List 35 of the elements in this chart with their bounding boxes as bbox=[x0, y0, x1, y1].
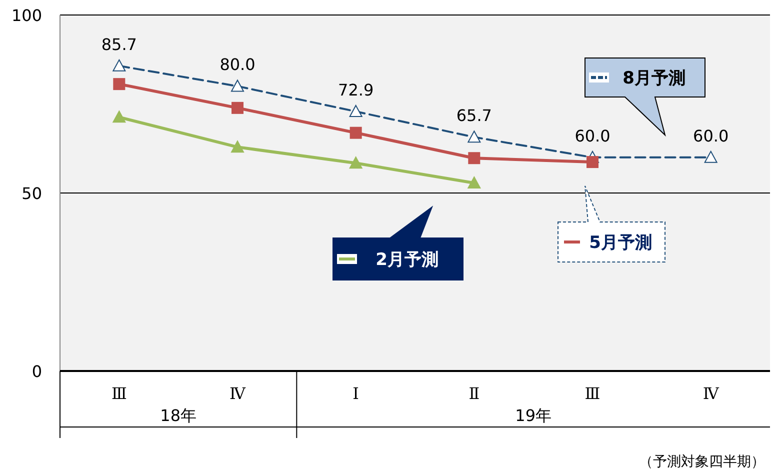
data-label: 85.7 bbox=[101, 34, 137, 54]
y-tick-label: 100 bbox=[11, 6, 42, 25]
point bbox=[113, 78, 126, 90]
x-tick-label: Ⅰ bbox=[352, 384, 359, 403]
legend-label: 2月予測 bbox=[376, 250, 438, 270]
y-tick-label: 0 bbox=[32, 362, 42, 381]
point bbox=[231, 140, 244, 153]
point bbox=[231, 80, 244, 92]
point bbox=[468, 130, 481, 143]
text: 19年 bbox=[515, 406, 552, 425]
data-label: 60.0 bbox=[574, 126, 610, 146]
point bbox=[112, 110, 126, 123]
text: 18年 bbox=[160, 406, 197, 425]
point bbox=[586, 156, 598, 168]
text: （予測対象四半期） bbox=[639, 454, 765, 470]
x-tick-label: Ⅲ bbox=[111, 384, 127, 403]
x-tick-label: Ⅲ bbox=[584, 384, 600, 403]
point bbox=[350, 126, 362, 139]
point bbox=[468, 176, 481, 189]
point bbox=[349, 104, 362, 117]
point bbox=[349, 156, 362, 169]
point bbox=[704, 150, 718, 163]
data-label: 72.9 bbox=[338, 80, 374, 100]
point bbox=[468, 152, 480, 164]
x-tick-label: Ⅳ bbox=[702, 384, 720, 403]
data-label: 60.0 bbox=[693, 126, 729, 146]
y-tick-label: 50 bbox=[22, 184, 42, 203]
point bbox=[112, 59, 126, 72]
x-tick-label: Ⅳ bbox=[230, 384, 247, 403]
point bbox=[232, 102, 244, 114]
legend-label: 5月予測 bbox=[589, 233, 652, 253]
x-tick-label: Ⅱ bbox=[468, 384, 480, 403]
data-label: 65.7 bbox=[456, 106, 492, 126]
legend-label: 8月予測 bbox=[622, 68, 686, 88]
data-label: 80.0 bbox=[220, 55, 256, 74]
